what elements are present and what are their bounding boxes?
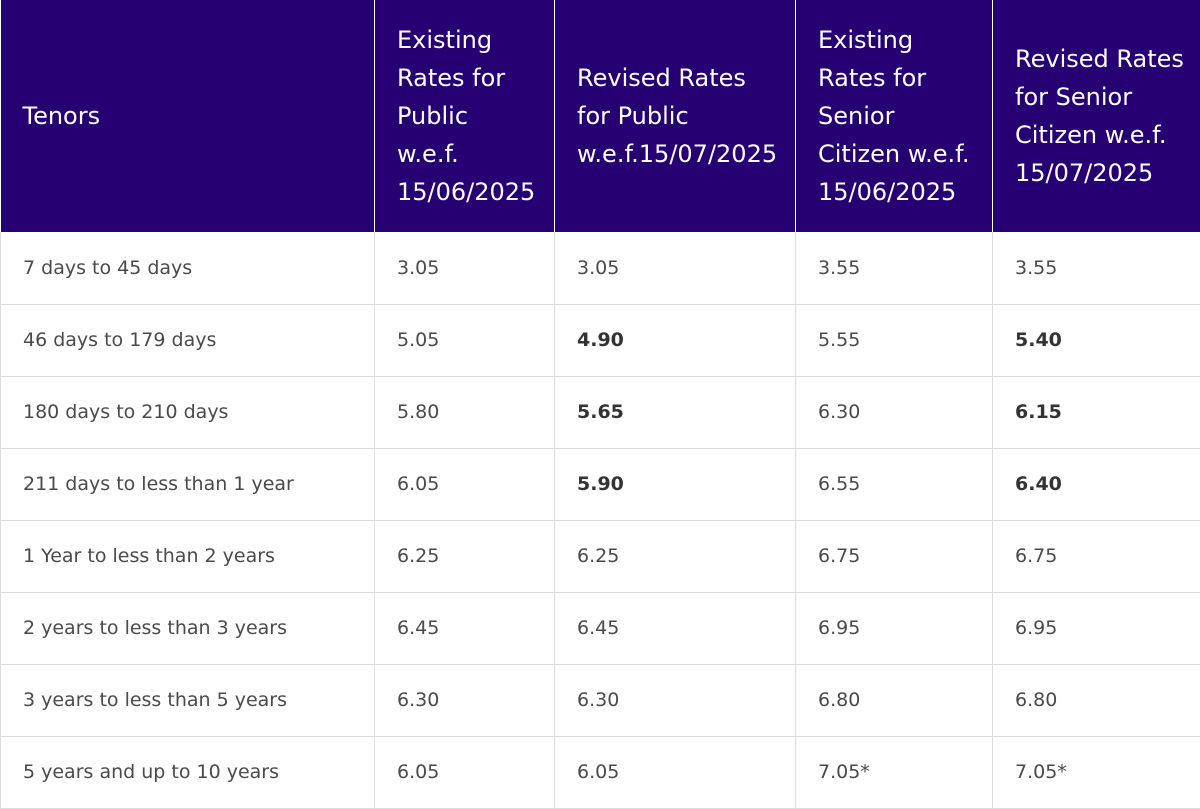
table-row: 211 days to less than 1 year 6.05 5.90 6… — [1, 448, 1200, 520]
revised-senior-cell: 7.05* — [993, 736, 1200, 808]
existing-senior-cell: 6.30 — [796, 376, 993, 448]
existing-senior-cell: 6.75 — [796, 520, 993, 592]
table-row: 46 days to 179 days 5.05 4.90 5.55 5.40 — [1, 304, 1200, 376]
table-row: 2 years to less than 3 years 6.45 6.45 6… — [1, 592, 1200, 664]
revised-senior-cell: 3.55 — [993, 232, 1200, 304]
existing-senior-cell: 5.55 — [796, 304, 993, 376]
tenor-cell: 3 years to less than 5 years — [1, 664, 375, 736]
table-row: 7 days to 45 days 3.05 3.05 3.55 3.55 — [1, 232, 1200, 304]
tenor-cell: 7 days to 45 days — [1, 232, 375, 304]
existing-public-cell: 6.05 — [375, 736, 555, 808]
tenor-cell: 2 years to less than 3 years — [1, 592, 375, 664]
revised-senior-cell: 6.80 — [993, 664, 1200, 736]
existing-public-cell: 6.45 — [375, 592, 555, 664]
revised-public-cell: 6.30 — [555, 664, 796, 736]
header-tenors: Tenors — [1, 0, 375, 232]
existing-public-cell: 5.05 — [375, 304, 555, 376]
table-row: 5 years and up to 10 years 6.05 6.05 7.0… — [1, 736, 1200, 808]
revised-public-cell: 6.05 — [555, 736, 796, 808]
revised-public-cell: 4.90 — [555, 304, 796, 376]
tenor-cell: 46 days to 179 days — [1, 304, 375, 376]
tenor-cell: 1 Year to less than 2 years — [1, 520, 375, 592]
revised-public-cell: 3.05 — [555, 232, 796, 304]
revised-public-cell: 5.90 — [555, 448, 796, 520]
table-row: 1 Year to less than 2 years 6.25 6.25 6.… — [1, 520, 1200, 592]
existing-senior-cell: 3.55 — [796, 232, 993, 304]
header-revised-senior: Revised Rates for Senior Citizen w.e.f. … — [993, 0, 1200, 232]
existing-senior-cell: 6.55 — [796, 448, 993, 520]
existing-public-cell: 6.30 — [375, 664, 555, 736]
revised-senior-cell: 5.40 — [993, 304, 1200, 376]
table-row: 180 days to 210 days 5.80 5.65 6.30 6.15 — [1, 376, 1200, 448]
tenor-cell: 180 days to 210 days — [1, 376, 375, 448]
existing-public-cell: 6.05 — [375, 448, 555, 520]
header-revised-public: Revised Rates for Public w.e.f.15/07/202… — [555, 0, 796, 232]
table-row: 3 years to less than 5 years 6.30 6.30 6… — [1, 664, 1200, 736]
revised-senior-cell: 6.75 — [993, 520, 1200, 592]
existing-senior-cell: 6.95 — [796, 592, 993, 664]
existing-senior-cell: 6.80 — [796, 664, 993, 736]
revised-senior-cell: 6.15 — [993, 376, 1200, 448]
existing-public-cell: 6.25 — [375, 520, 555, 592]
revised-senior-cell: 6.95 — [993, 592, 1200, 664]
header-existing-public: Existing Rates for Public w.e.f. 15/06/2… — [375, 0, 555, 232]
revised-public-cell: 5.65 — [555, 376, 796, 448]
revised-public-cell: 6.25 — [555, 520, 796, 592]
existing-senior-cell: 7.05* — [796, 736, 993, 808]
tenor-cell: 5 years and up to 10 years — [1, 736, 375, 808]
tenor-cell: 211 days to less than 1 year — [1, 448, 375, 520]
existing-public-cell: 5.80 — [375, 376, 555, 448]
existing-public-cell: 3.05 — [375, 232, 555, 304]
revised-senior-cell: 6.40 — [993, 448, 1200, 520]
header-row: Tenors Existing Rates for Public w.e.f. … — [1, 0, 1200, 232]
revised-public-cell: 6.45 — [555, 592, 796, 664]
header-existing-senior: Existing Rates for Senior Citizen w.e.f.… — [796, 0, 993, 232]
